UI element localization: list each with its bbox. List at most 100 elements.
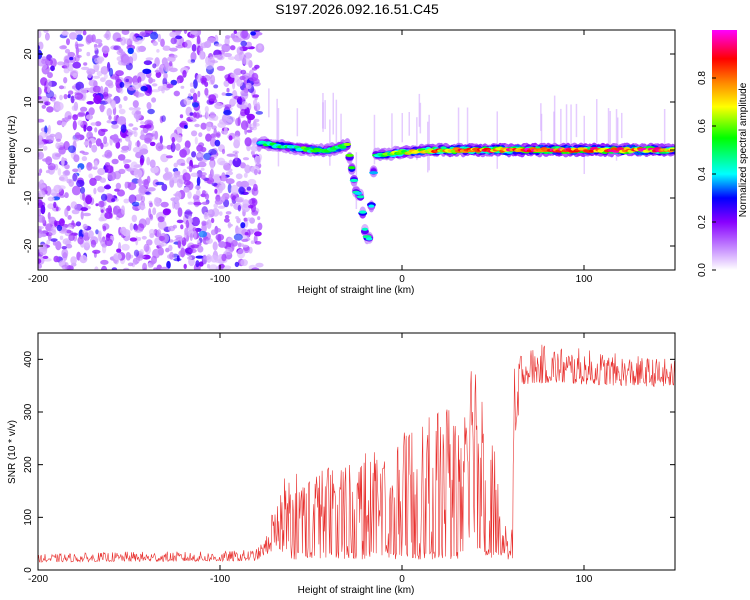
- noise-blob: [143, 243, 150, 252]
- noise-blob: [192, 92, 198, 103]
- noise-blob: [218, 241, 227, 248]
- noise-blob: [113, 206, 118, 215]
- noise-blob: [206, 254, 212, 263]
- noise-blob: [96, 56, 105, 63]
- noise-blob: [208, 173, 213, 180]
- noise-blob: [224, 92, 233, 97]
- noise-blob: [241, 57, 251, 65]
- noise-blob: [170, 142, 176, 153]
- noise-blob: [94, 160, 98, 168]
- noise-blob: [191, 151, 197, 158]
- noise-blob: [38, 225, 45, 230]
- noise-blob: [58, 85, 65, 90]
- noise-blob: [228, 168, 233, 172]
- noise-blob: [194, 123, 200, 128]
- noise-blob: [246, 113, 255, 121]
- noise-blob: [135, 110, 142, 115]
- noise-blob: [85, 195, 93, 205]
- noise-blob: [61, 248, 69, 259]
- spectral-streak: [617, 117, 619, 149]
- noise-blob: [127, 47, 134, 55]
- noise-blob: [221, 43, 231, 53]
- noise-blob: [212, 54, 222, 59]
- noise-blob: [253, 168, 258, 176]
- noise-blob: [149, 202, 153, 208]
- noise-blob: [177, 207, 183, 218]
- noise-blob: [120, 36, 126, 46]
- noise-blob: [250, 150, 255, 155]
- noise-blob: [196, 144, 204, 152]
- noise-blob: [233, 30, 237, 34]
- noise-blob: [54, 101, 64, 111]
- noise-blob: [214, 43, 223, 47]
- noise-blob: [190, 51, 197, 62]
- spectral-streak: [335, 99, 338, 153]
- noise-blob: [86, 162, 93, 171]
- noise-blob: [189, 112, 194, 116]
- noise-blob: [235, 196, 245, 203]
- noise-blob: [245, 41, 252, 48]
- noise-blob: [254, 231, 262, 237]
- noise-blob: [42, 145, 48, 151]
- noise-blob: [232, 157, 242, 168]
- noise-blob: [247, 178, 257, 186]
- spectral-streak: [615, 109, 618, 161]
- spectral-streak: [621, 112, 623, 139]
- noise-blob: [128, 107, 135, 111]
- noise-blob: [99, 177, 106, 183]
- colorbar-tick-label: 0.6: [697, 119, 708, 133]
- noise-blob: [166, 83, 174, 89]
- noise-blob: [133, 107, 141, 111]
- y-tick-label: 200: [23, 456, 34, 473]
- noise-blob: [143, 267, 147, 270]
- noise-blob: [214, 188, 218, 194]
- noise-blob: [197, 90, 201, 98]
- noise-blob: [141, 179, 149, 186]
- snr-x-label: Height of straight line (km): [298, 585, 415, 596]
- noise-blob: [119, 88, 124, 94]
- noise-blob: [216, 131, 221, 138]
- noise-blob: [204, 106, 209, 113]
- noise-blob: [254, 30, 261, 33]
- noise-blob: [175, 35, 183, 40]
- noise-blob: [123, 96, 128, 101]
- noise-blob: [118, 108, 126, 115]
- noise-blob: [174, 197, 179, 204]
- noise-blob: [226, 153, 236, 157]
- noise-blob: [54, 132, 63, 141]
- noise-blob: [210, 254, 219, 263]
- trace-mark: [361, 227, 368, 231]
- spectral-streak: [277, 108, 280, 167]
- noise-blob: [146, 239, 153, 246]
- colorbar: 0.0 0.2 0.4 0.6 0.8 Normalized spectral ampl…: [697, 30, 749, 277]
- noise-blob: [256, 101, 261, 111]
- noise-blob: [116, 248, 122, 253]
- noise-blob: [251, 210, 259, 216]
- noise-blob: [190, 30, 198, 35]
- noise-blob: [257, 216, 261, 221]
- snr-series-line: [38, 344, 675, 563]
- noise-blob: [152, 41, 158, 46]
- noise-blob: [232, 150, 239, 154]
- noise-blob: [128, 123, 134, 127]
- noise-blob: [88, 173, 93, 179]
- noise-blob: [135, 224, 139, 231]
- noise-blob: [179, 114, 184, 119]
- noise-blob: [143, 60, 153, 66]
- noise-blob: [173, 162, 178, 168]
- noise-blob: [241, 101, 248, 110]
- noise-blob: [93, 43, 98, 48]
- noise-blob: [198, 132, 203, 138]
- noise-blob: [75, 221, 82, 227]
- noise-blob: [159, 135, 163, 144]
- noise-blob: [88, 140, 92, 149]
- noise-blob: [192, 102, 199, 108]
- noise-blob: [208, 264, 218, 270]
- noise-blob: [242, 244, 248, 248]
- noise-blob: [88, 107, 95, 116]
- noise-blob: [161, 183, 168, 192]
- noise-blob: [175, 143, 181, 151]
- noise-blob: [191, 164, 200, 168]
- noise-blob: [209, 137, 217, 147]
